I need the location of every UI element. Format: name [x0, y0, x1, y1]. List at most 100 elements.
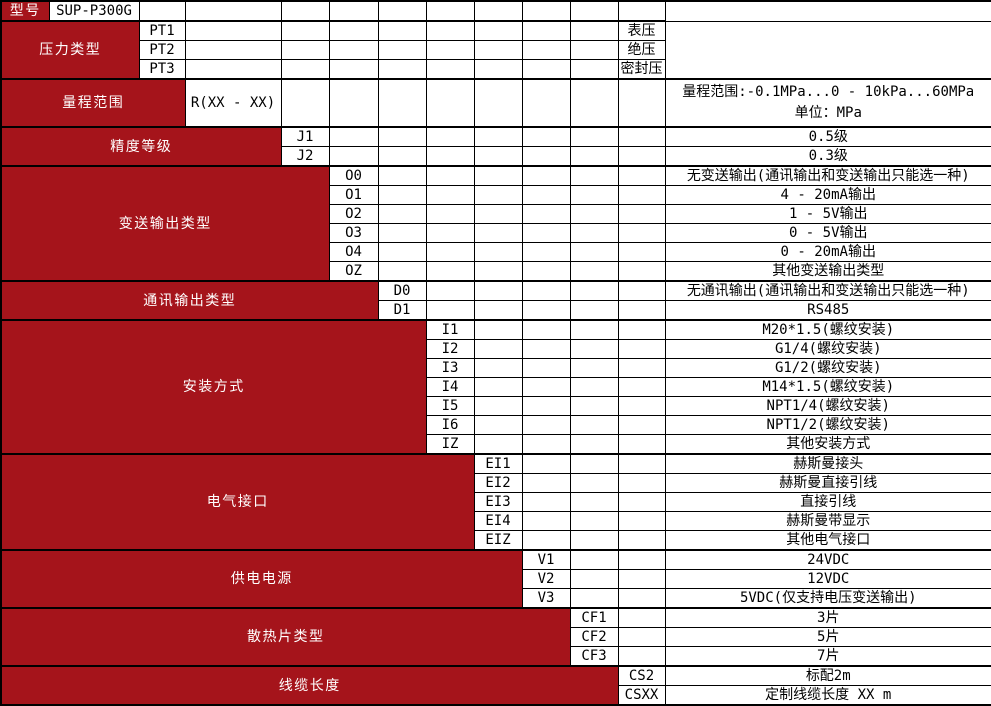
- empty-cell: [618, 147, 665, 167]
- code-cell: EIZ: [474, 531, 522, 551]
- empty-cell: [618, 589, 665, 609]
- empty-cell: [570, 397, 618, 416]
- empty-cell: [522, 454, 570, 474]
- desc-cell: RS485: [665, 301, 991, 321]
- empty-cell: [522, 416, 570, 435]
- code-cell: CF2: [570, 628, 618, 647]
- empty-cell: [570, 320, 618, 340]
- empty-cell: [618, 531, 665, 551]
- empty-cell: [281, 1, 329, 21]
- empty-cell: [426, 166, 474, 186]
- empty-cell: [522, 224, 570, 243]
- empty-cell: [281, 60, 329, 80]
- code-cell: V3: [522, 589, 570, 609]
- code-cell: I6: [426, 416, 474, 435]
- empty-cell: [618, 186, 665, 205]
- desc-cell: 7片: [665, 647, 991, 667]
- range-desc-line2: 单位：MPa: [666, 103, 991, 124]
- empty-cell: [474, 166, 522, 186]
- section-label-accuracy: 精度等级: [1, 127, 281, 166]
- empty-cell: [426, 79, 474, 127]
- empty-cell: [474, 243, 522, 262]
- empty-cell: [426, 224, 474, 243]
- empty-cell: [570, 474, 618, 493]
- empty-cell: [522, 205, 570, 224]
- empty-cell: [570, 416, 618, 435]
- desc-cell: 0.3级: [665, 147, 991, 167]
- desc-cell: 0 - 5V输出: [665, 224, 991, 243]
- empty-cell: [570, 301, 618, 321]
- empty-cell: [618, 435, 665, 455]
- empty-cell: [570, 570, 618, 589]
- empty-cell: [329, 41, 378, 60]
- empty-cell: [378, 205, 426, 224]
- table-row: 变送输出类型 O0 无变送输出(通讯输出和变送输出只能选一种): [1, 166, 991, 186]
- empty-cell: [426, 186, 474, 205]
- empty-cell: [618, 570, 665, 589]
- code-cell: EI4: [474, 512, 522, 531]
- empty-cell: [570, 79, 618, 127]
- empty-cell: [378, 224, 426, 243]
- desc-cell: 1 - 5V输出: [665, 205, 991, 224]
- desc-cell: 5VDC(仅支持电压变送输出): [665, 589, 991, 609]
- code-cell: O1: [329, 186, 378, 205]
- empty-cell: [378, 166, 426, 186]
- empty-cell: [378, 186, 426, 205]
- empty-cell: [426, 262, 474, 282]
- code-cell: I3: [426, 359, 474, 378]
- empty-cell: [618, 512, 665, 531]
- desc-cell: 其他电气接口: [665, 531, 991, 551]
- empty-cell: [618, 416, 665, 435]
- empty-cell: [426, 60, 474, 80]
- desc-cell: 其他安装方式: [665, 435, 991, 455]
- empty-cell: [618, 454, 665, 474]
- empty-cell: [618, 205, 665, 224]
- empty-cell: [185, 60, 281, 80]
- empty-cell: [329, 147, 378, 167]
- code-cell: OZ: [329, 262, 378, 282]
- code-cell: EI1: [474, 454, 522, 474]
- empty-cell: [522, 397, 570, 416]
- empty-cell: [570, 550, 618, 570]
- empty-cell: [474, 186, 522, 205]
- desc-cell: 密封压: [618, 60, 665, 80]
- empty-cell: [522, 493, 570, 512]
- section-label-pressure-type: 压力类型: [1, 21, 139, 79]
- empty-cell: [378, 21, 426, 41]
- empty-cell: [474, 435, 522, 455]
- empty-cell: [618, 79, 665, 127]
- empty-cell: [474, 224, 522, 243]
- desc-cell: 0.5级: [665, 127, 991, 147]
- section-label-cable-length: 线缆长度: [1, 666, 618, 705]
- code-cell: PT2: [139, 41, 185, 60]
- section-label-comm-output: 通讯输出类型: [1, 281, 378, 320]
- empty-cell: [426, 21, 474, 41]
- empty-cell: [522, 359, 570, 378]
- empty-cell: [474, 320, 522, 340]
- desc-cell: G1/4(螺纹安装): [665, 340, 991, 359]
- empty-cell: [618, 166, 665, 186]
- empty-cell: [522, 186, 570, 205]
- empty-cell: [522, 378, 570, 397]
- empty-cell: [570, 1, 618, 21]
- empty-cell: [426, 301, 474, 321]
- section-label-range: 量程范围: [1, 79, 185, 127]
- table-row: 通讯输出类型 D0 无通讯输出(通讯输出和变送输出只能选一种): [1, 281, 991, 301]
- empty-cell: [618, 224, 665, 243]
- desc-cell: 0 - 20mA输出: [665, 243, 991, 262]
- empty-cell: [570, 147, 618, 167]
- empty-cell: [522, 340, 570, 359]
- code-cell: J1: [281, 127, 329, 147]
- empty-cell: [474, 41, 522, 60]
- code-cell: V1: [522, 550, 570, 570]
- empty-cell: [378, 1, 426, 21]
- empty-cell: [618, 378, 665, 397]
- empty-cell: [474, 205, 522, 224]
- empty-cell: [570, 205, 618, 224]
- empty-cell: [522, 1, 570, 21]
- empty-cell: [618, 493, 665, 512]
- code-cell: EI3: [474, 493, 522, 512]
- desc-cell: 直接引线: [665, 493, 991, 512]
- empty-cell: [618, 397, 665, 416]
